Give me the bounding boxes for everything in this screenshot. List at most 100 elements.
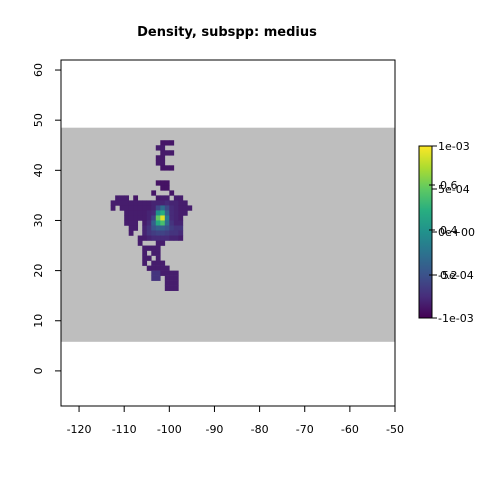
density-cell (155, 160, 161, 166)
density-cell (133, 215, 139, 221)
density-cell (142, 235, 148, 241)
x-tick-label: -60 (341, 423, 359, 436)
colorbar (418, 145, 433, 319)
density-cell (164, 210, 170, 216)
density-cell (178, 205, 184, 211)
density-cell (164, 225, 170, 231)
density-cell (160, 185, 166, 191)
density-cell (178, 195, 184, 201)
density-cell (160, 270, 166, 276)
density-cell (169, 275, 175, 281)
density-cell (178, 235, 184, 241)
density-cell (178, 230, 184, 236)
x-tick-label: -100 (157, 423, 182, 436)
density-cell (151, 220, 157, 226)
density-cell (133, 210, 139, 216)
density-cell (164, 280, 170, 286)
density-cell (164, 220, 170, 226)
density-cell (169, 270, 175, 276)
density-cell (182, 200, 188, 206)
density-cell (160, 195, 166, 201)
density-cell (142, 225, 148, 231)
y-axis: 0 10 20 30 40 50 60 (32, 63, 62, 374)
y-tick-label: 50 (32, 113, 45, 127)
density-cell (155, 270, 161, 276)
density-cell (146, 225, 152, 231)
density-cell (124, 195, 129, 201)
density-cell (164, 270, 170, 276)
density-cell (164, 165, 170, 171)
density-cell (178, 220, 184, 226)
density-cell (155, 155, 161, 161)
density-cell (151, 245, 157, 251)
density-cell (173, 235, 179, 241)
density-cell (146, 205, 152, 211)
density-cell (160, 205, 166, 211)
density-cell (124, 220, 129, 226)
density-cell (151, 230, 157, 236)
density-cell (173, 215, 179, 221)
density-cell (119, 195, 125, 201)
density-cell (142, 215, 148, 221)
density-cell (160, 145, 166, 151)
density-cell (173, 210, 179, 216)
density-cell (137, 200, 143, 206)
y-tick-label: 60 (32, 63, 45, 77)
density-cell (133, 220, 139, 226)
density-cell (137, 235, 143, 241)
density-cell (151, 260, 157, 266)
density-cell (155, 250, 161, 256)
density-cell (155, 245, 161, 251)
density-cell (137, 205, 143, 211)
density-cell (124, 210, 129, 216)
density-cell (164, 275, 170, 281)
density-cell (169, 220, 175, 226)
density-cell (155, 200, 161, 206)
density-cell (155, 195, 161, 201)
y-tick-label: 20 (32, 264, 45, 278)
x-tick-label: -70 (296, 423, 314, 436)
density-cell (151, 210, 157, 216)
density-cell (151, 200, 157, 206)
density-cell (169, 190, 175, 196)
density-cell (160, 160, 166, 166)
density-cell (164, 195, 170, 201)
density-cell (137, 240, 143, 246)
density-cell (164, 230, 170, 236)
density-cell (146, 265, 152, 271)
density-cell (151, 275, 157, 281)
density-cell (151, 215, 157, 221)
chart-title: Density, subspp: medius (137, 25, 317, 40)
density-cell (151, 270, 157, 276)
density-cell (169, 165, 175, 171)
density-cell (173, 200, 179, 206)
density-cell (164, 200, 170, 206)
y-tick-label: 40 (32, 163, 45, 177)
density-cell (155, 240, 161, 246)
density-cell (160, 235, 166, 241)
density-cell (155, 275, 161, 281)
density-cell (142, 255, 148, 261)
density-cell (128, 200, 134, 206)
density-cell (124, 200, 129, 206)
density-cell (160, 210, 166, 216)
legend-overlay-label: 0.6 (440, 179, 458, 192)
density-cell (151, 190, 157, 196)
x-tick-label: -90 (205, 423, 223, 436)
density-cell (160, 165, 166, 171)
density-cell (155, 230, 161, 236)
density-cell (119, 200, 125, 206)
density-cell (151, 265, 157, 271)
density-cell (169, 285, 175, 291)
raster-background-band (61, 127, 395, 342)
density-cell (169, 210, 175, 216)
density-cell (173, 205, 179, 211)
density-cell (133, 200, 139, 206)
density-cell (155, 265, 161, 271)
density-cell (137, 210, 143, 216)
density-cell (151, 250, 157, 256)
density-cell (155, 255, 161, 261)
density-cell (142, 230, 148, 236)
density-cell (164, 140, 170, 146)
density-cell (137, 215, 143, 221)
